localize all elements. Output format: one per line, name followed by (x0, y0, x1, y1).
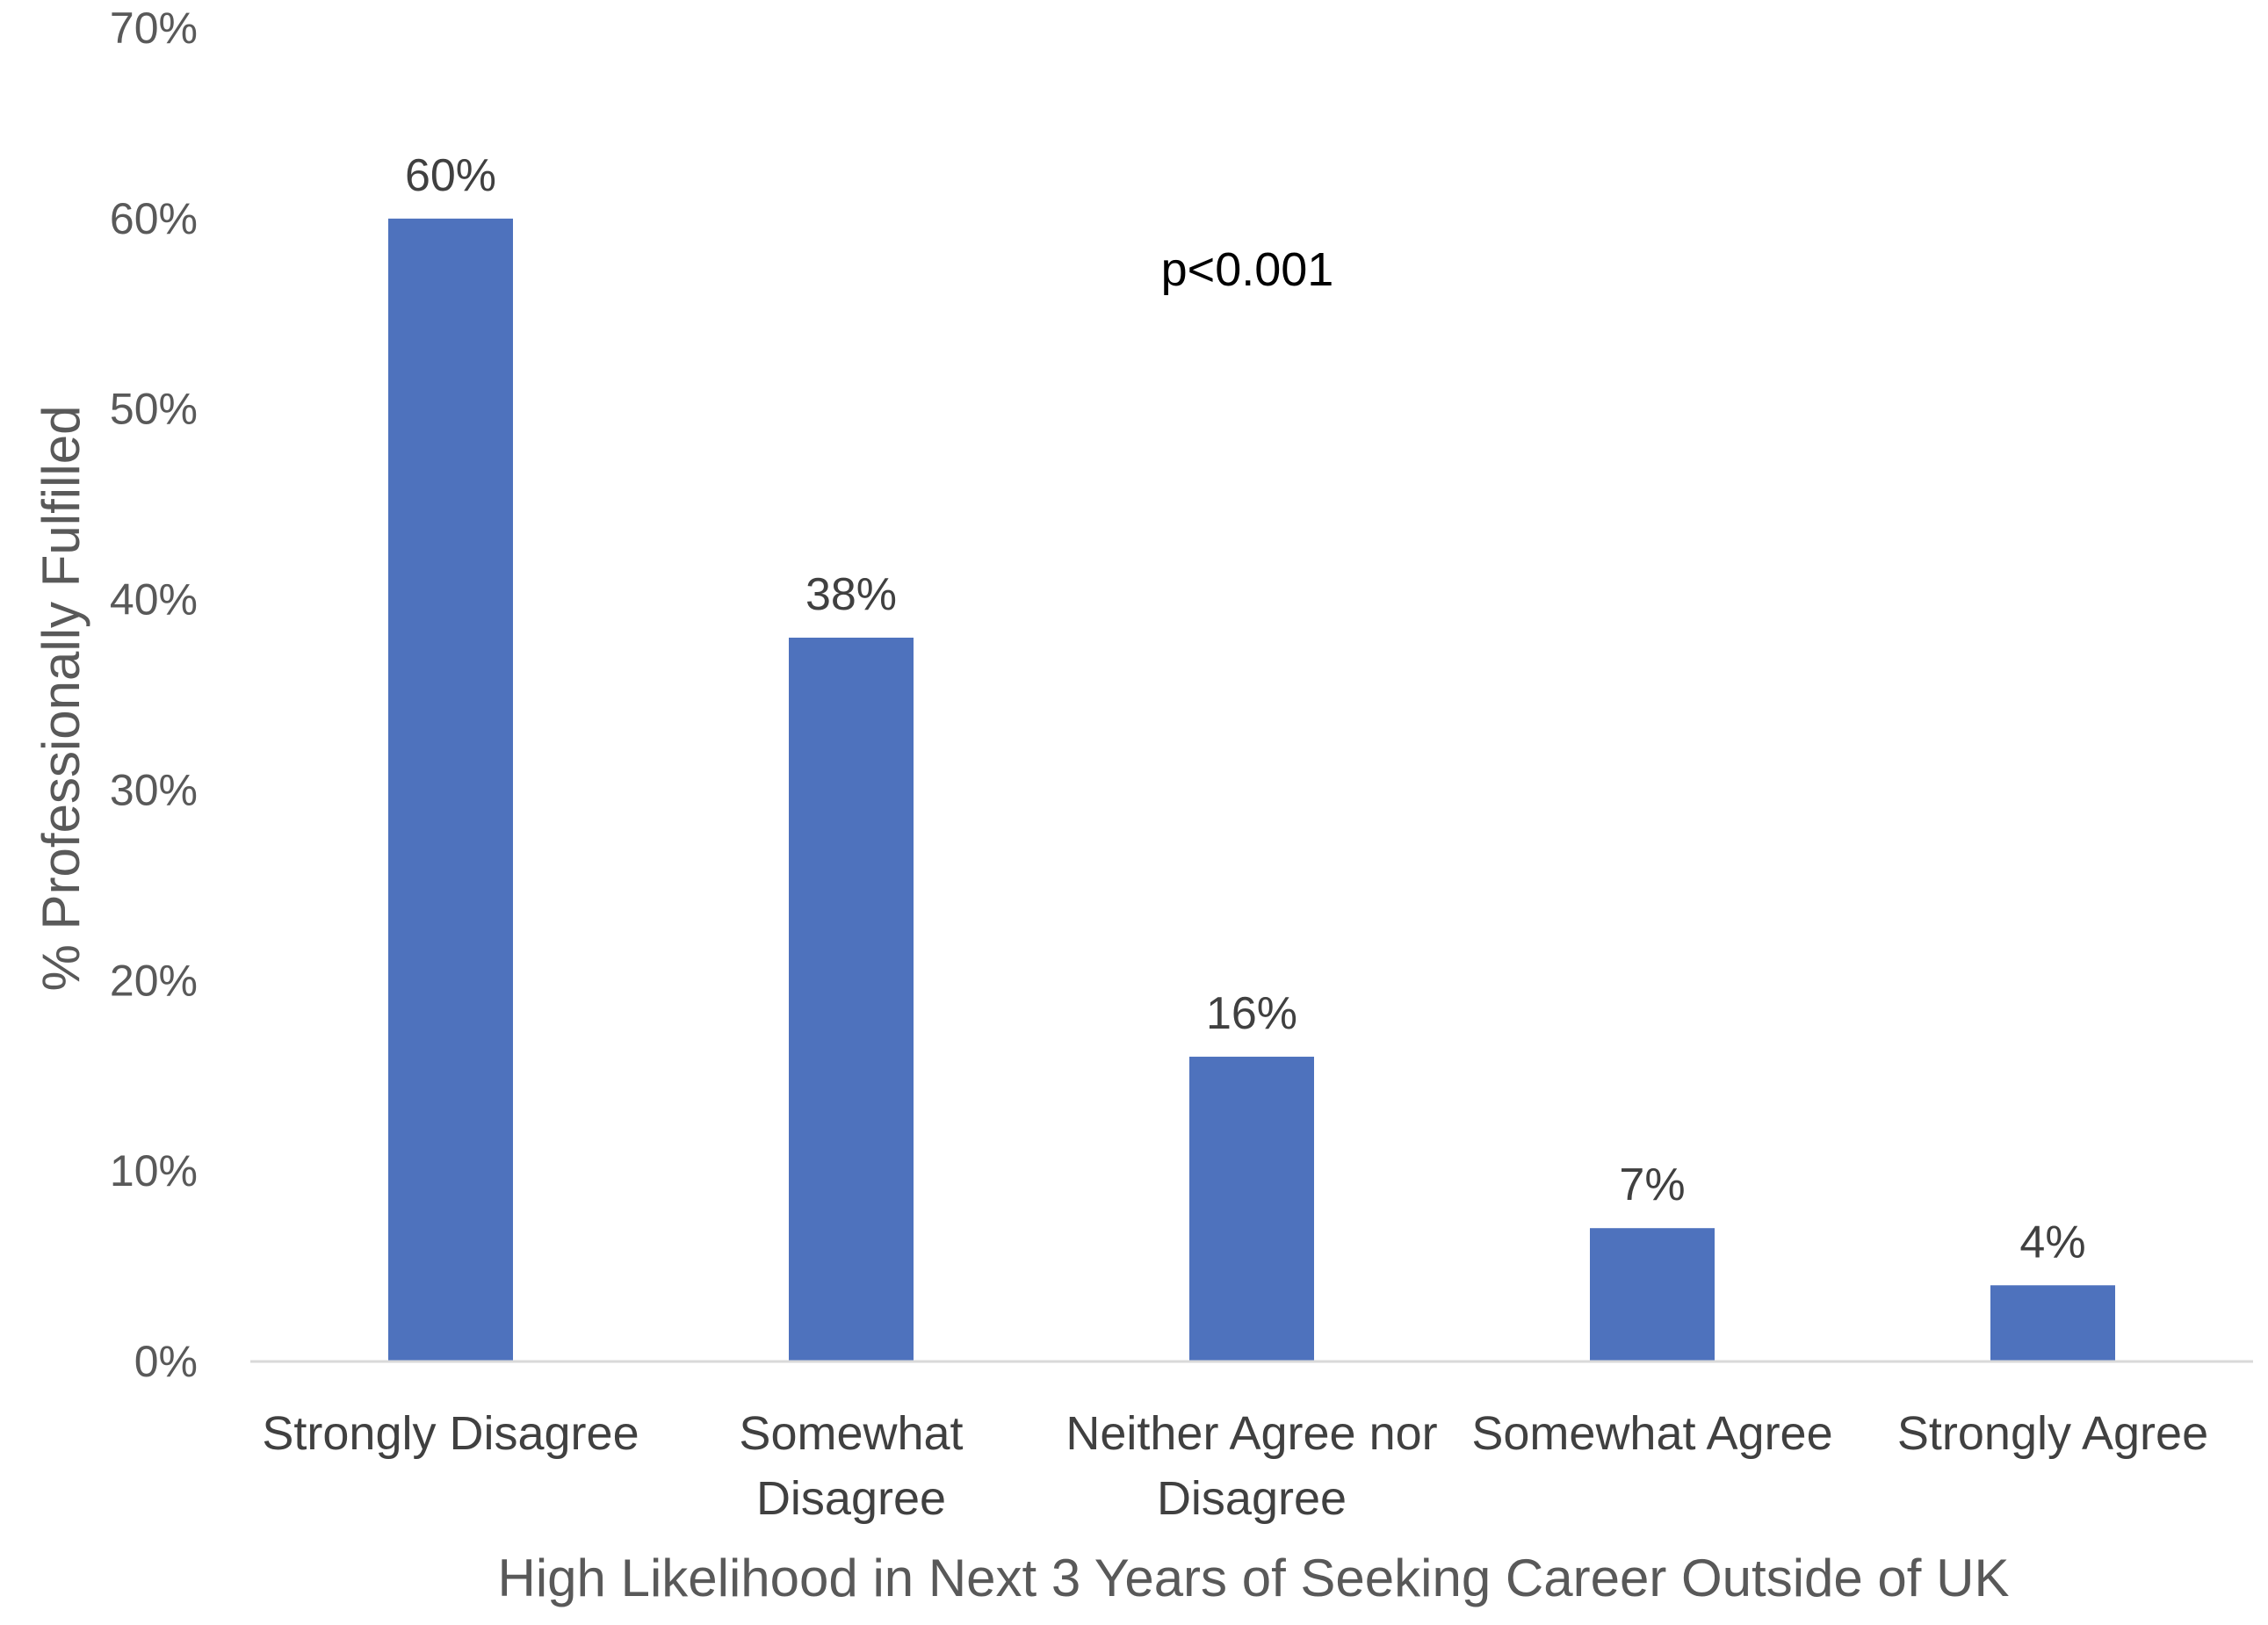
data-label: 38% (805, 569, 897, 620)
category-label: Strongly Disagree (262, 1407, 639, 1460)
bar (1590, 1228, 1715, 1361)
bar (388, 218, 513, 1361)
bars (388, 218, 2115, 1361)
data-label: 16% (1206, 988, 1297, 1039)
y-axis-title: % Professionally Fulfilled (32, 406, 90, 992)
category-label: Strongly Agree (1897, 1407, 2208, 1460)
bar (1990, 1285, 2115, 1361)
x-axis-title: High Likelihood in Next 3 Years of Seeki… (498, 1549, 2010, 1607)
data-labels: 60% 38% 16% 7% 4% (405, 150, 2086, 1268)
y-axis-ticks: 0% 10% 20% 30% 40% 50% 60% 70% (110, 4, 198, 1386)
y-tick-label: 10% (110, 1146, 198, 1195)
y-tick-label: 0% (134, 1337, 198, 1386)
y-tick-label: 40% (110, 575, 198, 625)
y-tick-label: 60% (110, 194, 198, 243)
category-label: Somewhat Agree (1471, 1407, 1832, 1460)
y-tick-label: 50% (110, 385, 198, 434)
y-tick-label: 70% (110, 4, 198, 53)
data-label: 7% (1619, 1159, 1685, 1210)
data-label: 4% (2019, 1217, 2085, 1268)
category-labels: Strongly Disagree Somewhat Disagree Neither… (262, 1407, 2208, 1525)
bar (1189, 1057, 1314, 1361)
y-tick-label: 30% (110, 765, 198, 814)
p-value-annotation: p<0.001 (1161, 243, 1334, 296)
data-label: 60% (405, 150, 496, 201)
bar (789, 637, 914, 1361)
category-label: Neither Agree nor Disagree (1065, 1407, 1437, 1525)
category-label: Somewhat Disagree (739, 1407, 963, 1525)
y-tick-label: 20% (110, 956, 198, 1005)
